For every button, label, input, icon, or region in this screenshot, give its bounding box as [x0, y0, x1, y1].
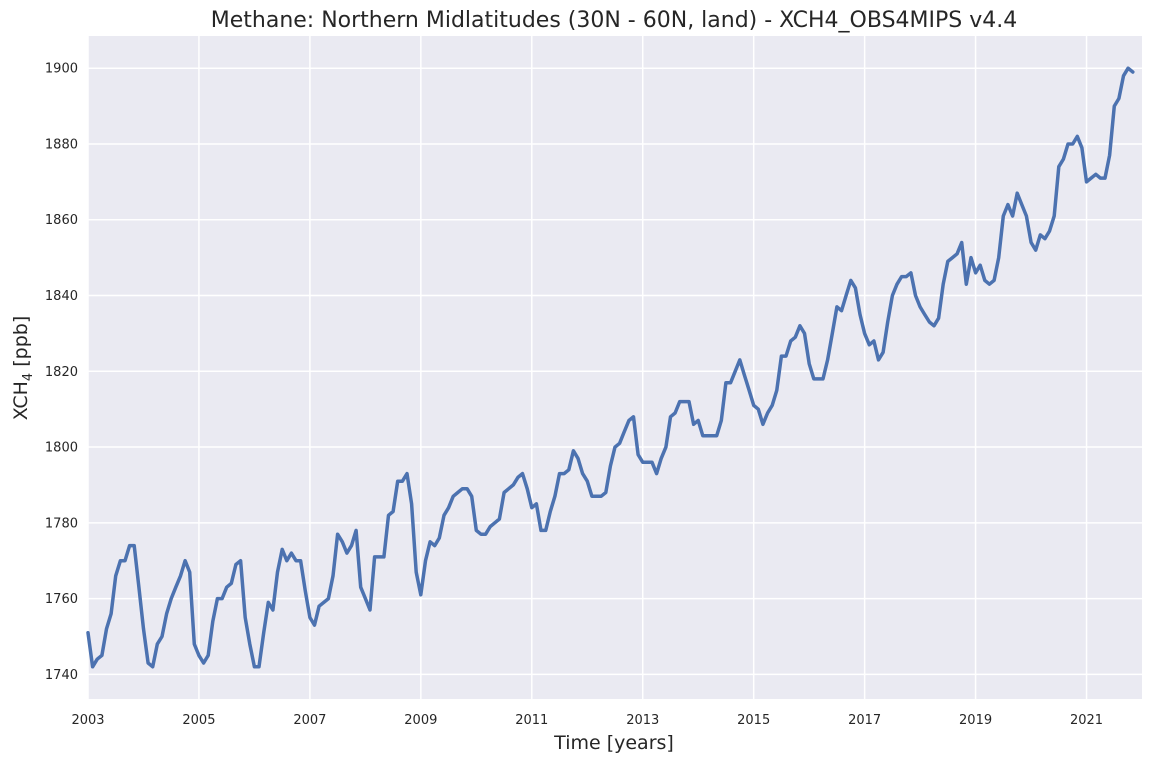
x-tick-label: 2021 [1070, 713, 1103, 728]
plot-background [88, 36, 1142, 699]
y-axis-label-subscript: 4 [21, 373, 36, 381]
y-tick-label: 1820 [45, 365, 78, 380]
y-axis-label: XCH4 [ppb] [10, 316, 36, 421]
y-tick-label: 1860 [45, 213, 78, 228]
y-tick-label: 1840 [45, 289, 78, 304]
x-tick-label: 2011 [515, 713, 548, 728]
chart-title: Methane: Northern Midlatitudes (30N - 60… [211, 8, 1018, 33]
x-tick-labels: 2003 2005 2007 2009 2011 2013 2015 2017 2019 2021 [71, 713, 1103, 728]
y-gridlines [88, 67, 1142, 676]
y-tick-label: 1900 [45, 62, 78, 77]
x-tick-label: 2005 [182, 713, 215, 728]
x-tick-label: 2019 [959, 713, 992, 728]
x-tick-label: 2003 [71, 713, 104, 728]
y-tick-label: 1740 [45, 668, 78, 683]
x-tick-label: 2009 [404, 713, 437, 728]
y-tick-labels: 1740 1760 1780 1800 1820 1840 1860 1880 1900 [45, 62, 78, 683]
y-axis-label-main: XCH [10, 381, 32, 420]
x-tick-label: 2015 [737, 713, 770, 728]
y-axis-label-unit: [ppb] [10, 316, 32, 373]
y-tick-label: 1880 [45, 137, 78, 152]
y-tick-label: 1760 [45, 592, 78, 607]
x-axis-label: Time [years] [553, 732, 674, 754]
x-tick-label: 2017 [848, 713, 881, 728]
series-line [86, 66, 1135, 669]
x-tick-label: 2007 [293, 713, 326, 728]
x-tick-label: 2013 [626, 713, 659, 728]
y-tick-label: 1800 [45, 441, 78, 456]
y-tick-label: 1780 [45, 516, 78, 531]
series-group [86, 66, 1135, 669]
